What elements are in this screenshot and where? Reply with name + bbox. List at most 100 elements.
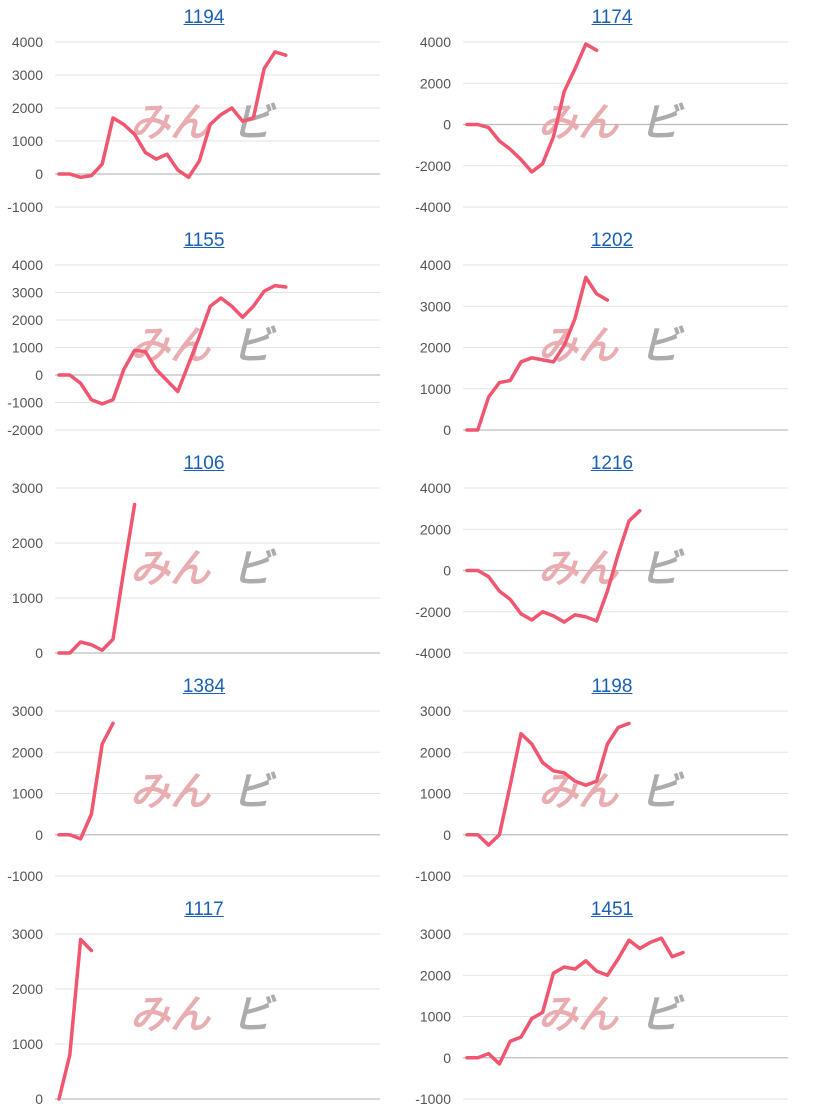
y-tick-label: 0 xyxy=(443,1050,451,1066)
y-tick-label: 1000 xyxy=(12,590,43,606)
watermark-left: みん xyxy=(538,546,620,592)
y-tick-label: 0 xyxy=(443,117,451,133)
watermark-logo: みんビ xyxy=(130,323,277,369)
machine-number-link[interactable]: 1117 xyxy=(184,899,224,920)
watermark-right: ビ xyxy=(232,546,277,592)
y-tick-label: 0 xyxy=(35,367,43,383)
chart-panel: 1174 -4000 -2000 0 2000 4000 みんビ xyxy=(408,0,816,223)
watermark-left: みん xyxy=(130,100,212,146)
y-tick-label: -2000 xyxy=(415,158,451,174)
watermark-right: ビ xyxy=(640,769,685,815)
watermark-logo: みんビ xyxy=(538,546,685,592)
series-line xyxy=(57,721,115,841)
y-tick-label: 0 xyxy=(35,827,43,843)
chart-title: 1202 xyxy=(408,230,816,252)
watermark-left: みん xyxy=(130,992,212,1038)
line-chart: -1000 0 1000 2000 3000 4000 みんビ xyxy=(7,34,380,215)
watermark-logo: みんビ xyxy=(538,992,685,1038)
machine-number-link[interactable]: 1106 xyxy=(183,453,225,474)
y-tick-label: 4000 xyxy=(420,480,451,496)
machine-number-link[interactable]: 1384 xyxy=(182,676,226,697)
watermark-right: ビ xyxy=(232,323,277,369)
y-tick-label: 3000 xyxy=(420,703,451,719)
y-tick-label: -1000 xyxy=(7,395,43,411)
series-line xyxy=(57,283,288,406)
y-tick-label: -4000 xyxy=(415,199,451,215)
machine-number-link[interactable]: 1155 xyxy=(183,230,225,251)
y-tick-label: 1000 xyxy=(12,133,43,149)
y-tick-label: -1000 xyxy=(415,1091,451,1107)
chart-title: 1198 xyxy=(408,676,816,698)
y-tick-label: 4000 xyxy=(12,34,43,50)
y-tick-label: 0 xyxy=(35,166,43,182)
y-tick-label: 0 xyxy=(443,422,451,438)
chart-panel: 1198 -1000 0 1000 2000 3000 みんビ xyxy=(408,669,816,892)
chart-title: 1106 xyxy=(0,453,408,475)
series-line xyxy=(57,50,288,180)
machine-number-link[interactable]: 1174 xyxy=(591,7,633,28)
y-tick-label: 1000 xyxy=(12,1036,43,1052)
series-line xyxy=(465,42,599,174)
y-tick-label: 2000 xyxy=(12,100,43,116)
y-tick-label: -1000 xyxy=(7,868,43,884)
watermark-left: みん xyxy=(538,769,620,815)
y-tick-label: 4000 xyxy=(12,257,43,273)
line-chart: 0 1000 2000 3000 みんビ xyxy=(12,480,380,661)
chart-title: 1117 xyxy=(0,899,408,921)
y-tick-label: 2000 xyxy=(420,521,451,537)
chart-panel: 1194 -1000 0 1000 2000 3000 4000 みんビ xyxy=(0,0,408,223)
chart-title: 1384 xyxy=(0,676,408,698)
y-tick-label: -1000 xyxy=(7,199,43,215)
watermark-right: ビ xyxy=(640,992,685,1038)
watermark-right: ビ xyxy=(640,100,685,146)
y-tick-label: 3000 xyxy=(12,67,43,83)
watermark-logo: みんビ xyxy=(130,992,277,1038)
chart-panel: 1451 -1000 0 1000 2000 3000 みんビ xyxy=(408,892,816,1115)
y-tick-label: 3000 xyxy=(420,926,451,942)
y-tick-label: 4000 xyxy=(420,257,451,273)
y-tick-label: -1000 xyxy=(415,868,451,884)
series-line xyxy=(465,275,610,432)
watermark-logo: みんビ xyxy=(130,100,277,146)
machine-number-link[interactable]: 1194 xyxy=(183,7,225,28)
series-line xyxy=(465,508,642,624)
y-tick-label: 0 xyxy=(35,645,43,661)
chart-panel: 1202 0 1000 2000 3000 4000 みんビ xyxy=(408,223,816,446)
y-tick-label: 3000 xyxy=(12,703,43,719)
y-tick-label: 1000 xyxy=(420,381,451,397)
y-tick-label: 2000 xyxy=(12,981,43,997)
watermark-logo: みんビ xyxy=(538,323,685,369)
line-chart: -4000 -2000 0 2000 4000 みんビ xyxy=(415,480,788,661)
y-tick-label: 3000 xyxy=(12,285,43,301)
machine-number-link[interactable]: 1216 xyxy=(590,453,634,474)
chart-title: 1216 xyxy=(408,453,816,475)
y-tick-label: 3000 xyxy=(12,480,43,496)
machine-number-link[interactable]: 1198 xyxy=(591,676,633,697)
chart-panel: 1117 0 1000 2000 3000 みんビ xyxy=(0,892,408,1115)
y-tick-label: 0 xyxy=(35,1091,43,1107)
line-chart: 0 1000 2000 3000 4000 みんビ xyxy=(420,257,788,438)
y-tick-label: -2000 xyxy=(415,604,451,620)
line-chart: -4000 -2000 0 2000 4000 みんビ xyxy=(415,34,788,215)
chart-title: 1451 xyxy=(408,899,816,921)
chart-panel: 1155 -2000 -1000 0 1000 2000 3000 4000 みんビ xyxy=(0,223,408,446)
watermark-left: みん xyxy=(538,100,620,146)
y-tick-label: 1000 xyxy=(12,340,43,356)
y-tick-label: 2000 xyxy=(420,75,451,91)
machine-number-link[interactable]: 1451 xyxy=(590,899,634,920)
watermark-right: ビ xyxy=(232,992,277,1038)
line-chart: -2000 -1000 0 1000 2000 3000 4000 みんビ xyxy=(7,257,380,438)
chart-title: 1155 xyxy=(0,230,408,252)
series-line xyxy=(57,502,137,655)
watermark-right: ビ xyxy=(232,769,277,815)
chart-panel: 1106 0 1000 2000 3000 みんビ xyxy=(0,446,408,669)
y-tick-label: 4000 xyxy=(420,34,451,50)
watermark-logo: みんビ xyxy=(130,546,277,592)
y-tick-label: 2000 xyxy=(420,967,451,983)
line-chart: -1000 0 1000 2000 3000 みんビ xyxy=(415,703,788,884)
machine-number-link[interactable]: 1202 xyxy=(590,230,634,251)
y-tick-label: 0 xyxy=(443,563,451,579)
watermark-left: みん xyxy=(130,323,212,369)
chart-panel: 1384 -1000 0 1000 2000 3000 みんビ xyxy=(0,669,408,892)
line-chart: -1000 0 1000 2000 3000 みんビ xyxy=(7,703,380,884)
